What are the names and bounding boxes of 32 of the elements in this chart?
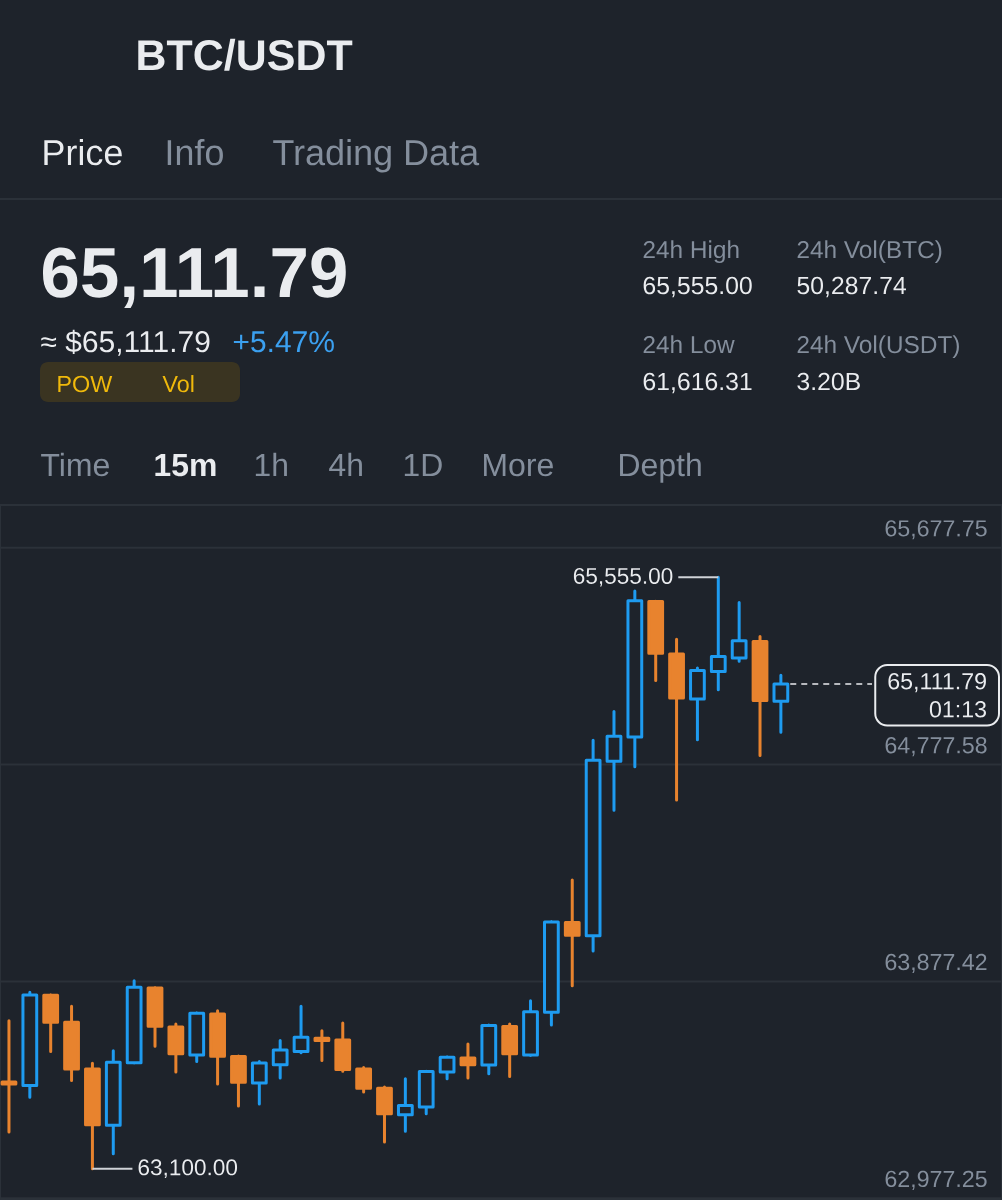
text: 50,287.74 [797, 276, 907, 298]
text: 65,555.00 [643, 276, 752, 298]
text: 3.20B [797, 372, 860, 391]
text: Time [41, 452, 109, 477]
text: Depth [620, 452, 701, 483]
y-tick-label: 64,777.58 [885, 736, 987, 757]
text: POW [58, 375, 113, 393]
text: Vol [162, 375, 194, 393]
text: Info [167, 138, 223, 166]
text: More [484, 453, 553, 477]
annotation: 63,100.00 [138, 1159, 238, 1179]
text: 24h Vol(USDT) [797, 335, 959, 359]
text: Price [44, 138, 122, 166]
text: 1D [404, 453, 442, 477]
text: 1h [255, 452, 287, 477]
text: +5.47% [233, 331, 334, 353]
text: 01:13 [929, 701, 986, 718]
ref-line-label: 65,111.79 [888, 673, 986, 693]
text: ≈ $65,111.79 [41, 329, 210, 356]
text: 24h High [643, 240, 739, 264]
text: 4h [329, 452, 362, 477]
text: Trading Data [273, 138, 480, 173]
text: 65,111.79 [43, 247, 346, 308]
annotation: 65,555.00 [573, 567, 673, 587]
text: 24h Low [643, 335, 735, 354]
text: 61,616.31 [643, 372, 752, 394]
y-tick-label: 63,877.42 [885, 953, 987, 974]
text: 24h Vol(BTC) [797, 240, 942, 264]
y-tick-label: 65,677.75 [885, 520, 987, 540]
chart-title: BTC/USDT [138, 38, 353, 71]
text: 15m [155, 453, 216, 477]
y-tick-label: 62,977.25 [885, 1170, 987, 1190]
